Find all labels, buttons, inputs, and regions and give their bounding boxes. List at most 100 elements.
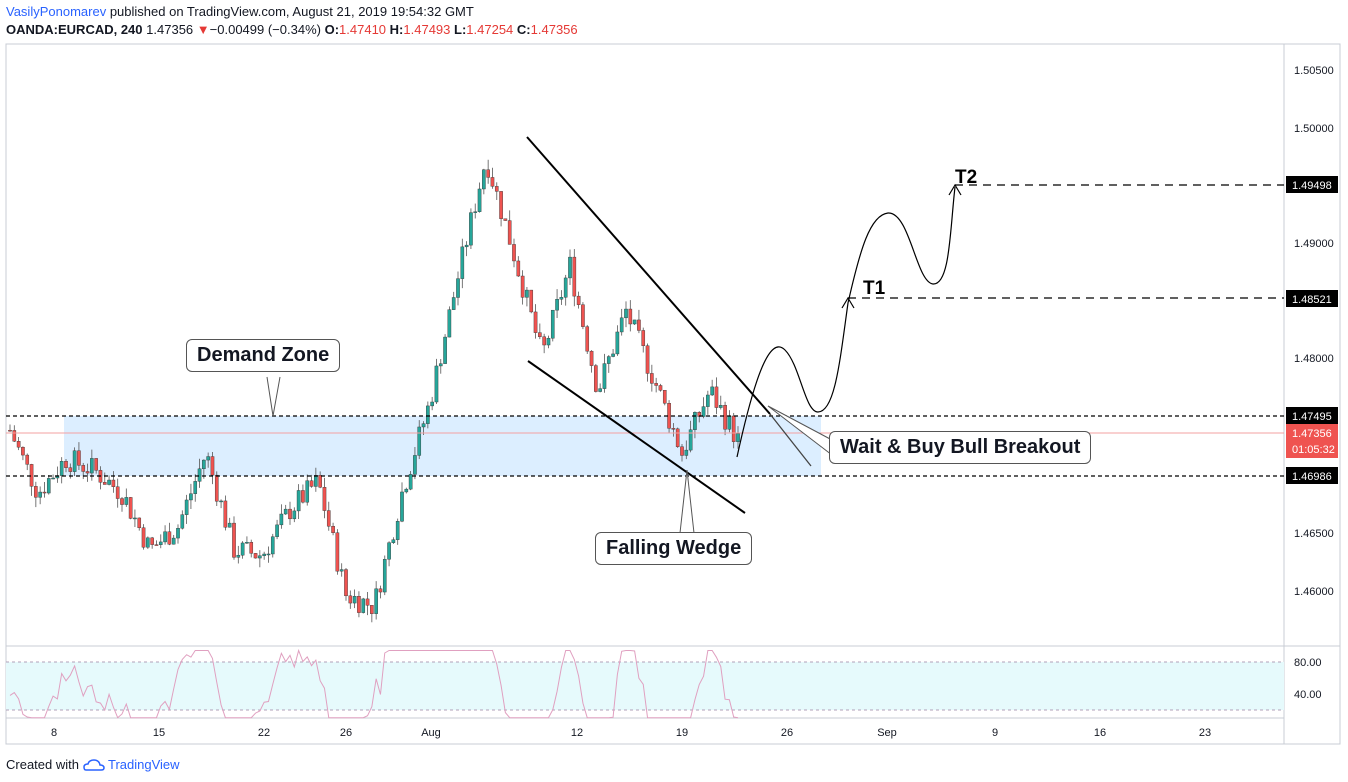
- demand-zone-callout[interactable]: Demand Zone: [186, 339, 341, 372]
- x-tick-label: Sep: [877, 727, 897, 739]
- t1-label: T1: [863, 278, 886, 299]
- cloud-icon: [83, 758, 105, 771]
- candle-body: [141, 527, 146, 548]
- candle-body: [137, 517, 142, 528]
- candle-body: [232, 522, 236, 558]
- candle-body: [486, 169, 490, 178]
- candle-body: [464, 244, 469, 248]
- candle-body: [525, 289, 529, 298]
- candle-body: [102, 482, 107, 485]
- chart-frame: [5, 43, 1341, 745]
- candle-body: [46, 478, 51, 494]
- price-tag-bg: [1286, 290, 1338, 307]
- candle-body: [473, 211, 478, 213]
- candle-body: [477, 188, 482, 212]
- candle-body: [507, 220, 512, 245]
- candle-body: [206, 456, 210, 461]
- wedge-upper-line[interactable]: [526, 136, 771, 415]
- current-price-tag: 1.47356: [1292, 428, 1332, 440]
- breakout-callout[interactable]: Wait & Buy Bull Breakout: [829, 431, 1092, 464]
- candle-body: [550, 309, 555, 339]
- candle-body: [322, 487, 327, 511]
- candle-body: [650, 373, 654, 384]
- candle-body: [283, 508, 288, 515]
- low-label: L:: [454, 22, 467, 37]
- x-tick-label: 12: [571, 727, 583, 739]
- candle-body: [335, 532, 340, 572]
- candle-body: [219, 500, 223, 503]
- rsi-band: [6, 662, 1284, 710]
- candle-body: [111, 479, 116, 487]
- candle-body: [736, 433, 740, 442]
- candle-body: [361, 598, 366, 613]
- candle-body: [275, 524, 279, 537]
- close-value: 1.47356: [530, 22, 578, 37]
- candle-body: [167, 531, 172, 545]
- author-link[interactable]: VasilyPonomarev: [6, 4, 107, 19]
- down-arrow-icon: ▼: [196, 22, 210, 37]
- candle-body: [374, 588, 378, 614]
- candle-body: [245, 542, 249, 544]
- candle-body: [391, 539, 396, 543]
- candle-body: [158, 541, 163, 545]
- x-tick-label: 8: [51, 727, 57, 739]
- candle-body: [382, 559, 387, 593]
- last-price: 1.47356: [146, 22, 194, 37]
- candle-body: [270, 536, 275, 555]
- price-tag-t2: 1.49498: [1292, 180, 1332, 192]
- x-tick-label: 23: [1199, 727, 1211, 739]
- x-tick-label: 19: [676, 727, 688, 739]
- falling-wedge-callout[interactable]: Falling Wedge: [595, 532, 753, 565]
- price-tag-bg: [1286, 407, 1338, 424]
- candle-body: [602, 363, 607, 389]
- tradingview-logo[interactable]: TradingView: [83, 757, 180, 772]
- candle-body: [438, 363, 443, 367]
- open-label: O:: [324, 22, 340, 37]
- candle-body: [684, 449, 689, 456]
- candle-body: [81, 465, 86, 472]
- candle-body: [314, 475, 318, 487]
- candle-body: [456, 278, 460, 298]
- candle-body: [258, 555, 262, 559]
- candle-body: [64, 461, 68, 468]
- candle-body: [516, 260, 521, 277]
- candle-body: [352, 596, 357, 604]
- candle-body: [128, 497, 133, 519]
- candle-body: [538, 332, 542, 337]
- candle-body: [654, 383, 658, 386]
- wedge-lower-line[interactable]: [527, 360, 746, 514]
- candle-body: [154, 544, 159, 546]
- candle-body: [451, 297, 456, 310]
- candle-body: [378, 588, 383, 593]
- candle-body: [417, 426, 422, 456]
- candle-body: [210, 456, 215, 476]
- wedge-upper-extension: [769, 413, 812, 467]
- candle-body: [189, 493, 193, 501]
- x-tick-label: 15: [153, 727, 165, 739]
- candle-body: [357, 596, 361, 613]
- candle-body: [16, 441, 21, 448]
- created-with-text: Created with: [6, 757, 79, 772]
- candle-body: [611, 353, 615, 357]
- price-tag-bg: [1286, 176, 1338, 193]
- candle-body: [641, 330, 646, 346]
- y-tick-label: 1.49000: [1294, 238, 1334, 250]
- y-tick-label: 1.46000: [1294, 586, 1334, 598]
- candle-body: [180, 514, 185, 529]
- candle-body: [305, 480, 310, 503]
- candle-body: [12, 430, 17, 442]
- candle-body: [546, 337, 551, 346]
- price-tag-t1: 1.48521: [1292, 294, 1332, 306]
- candle-body: [395, 521, 400, 540]
- rsi-tick-label: 80.00: [1294, 657, 1322, 669]
- candle-body: [503, 218, 508, 221]
- candle-body: [585, 326, 590, 352]
- candle-body: [279, 513, 284, 526]
- candle-body: [214, 474, 219, 502]
- candle-body: [671, 428, 676, 430]
- candle-body: [51, 477, 55, 480]
- x-tick-label: 22: [258, 727, 270, 739]
- candle-body: [688, 429, 693, 451]
- candle-body: [701, 406, 706, 417]
